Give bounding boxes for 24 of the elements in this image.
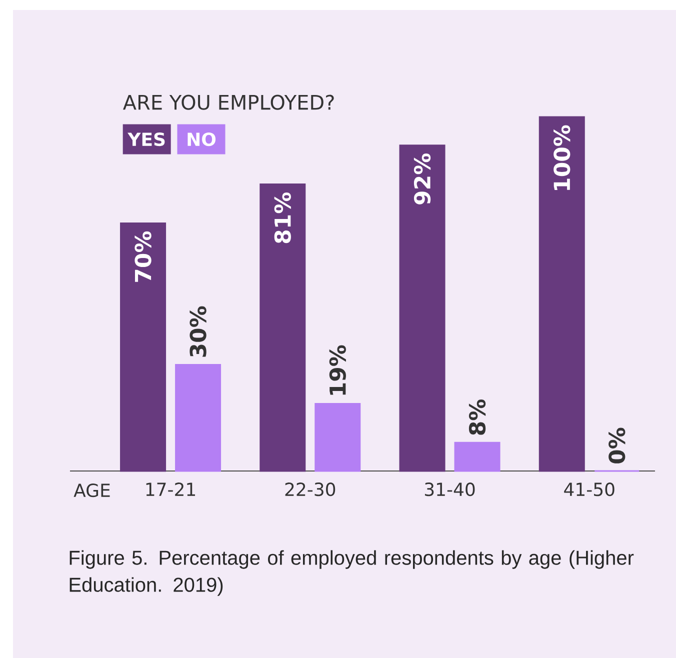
- data-label: 0%: [608, 428, 626, 464]
- data-label: 92%: [414, 154, 431, 204]
- bar: [454, 442, 500, 472]
- x-tick-label: 41-50: [564, 482, 614, 496]
- x-tick-label: 31-40: [424, 482, 475, 496]
- data-label: 30%: [190, 306, 206, 357]
- data-label: 100%: [554, 125, 570, 190]
- data-label: 19%: [329, 345, 346, 395]
- data-label: 81%: [274, 192, 291, 244]
- bar: [399, 144, 446, 472]
- data-label: 8%: [468, 399, 486, 435]
- bar: [260, 184, 306, 472]
- bar: [175, 364, 222, 472]
- data-label: 70%: [134, 231, 152, 282]
- caption: Figure 5. Percentage of employed respondents by age (Higher Education. 2019): [70, 550, 634, 596]
- x-axis-title: AGE: [74, 484, 110, 498]
- x-tick-label: 17-21: [146, 482, 196, 496]
- text: NO: [188, 132, 216, 146]
- bar: [120, 222, 166, 472]
- bar: [314, 402, 361, 472]
- legend-title: ARE YOU EMPLOYED?: [123, 94, 334, 110]
- x-tick-label: 22-30: [285, 482, 336, 496]
- text: YES: [128, 132, 165, 146]
- bar: [538, 116, 585, 472]
